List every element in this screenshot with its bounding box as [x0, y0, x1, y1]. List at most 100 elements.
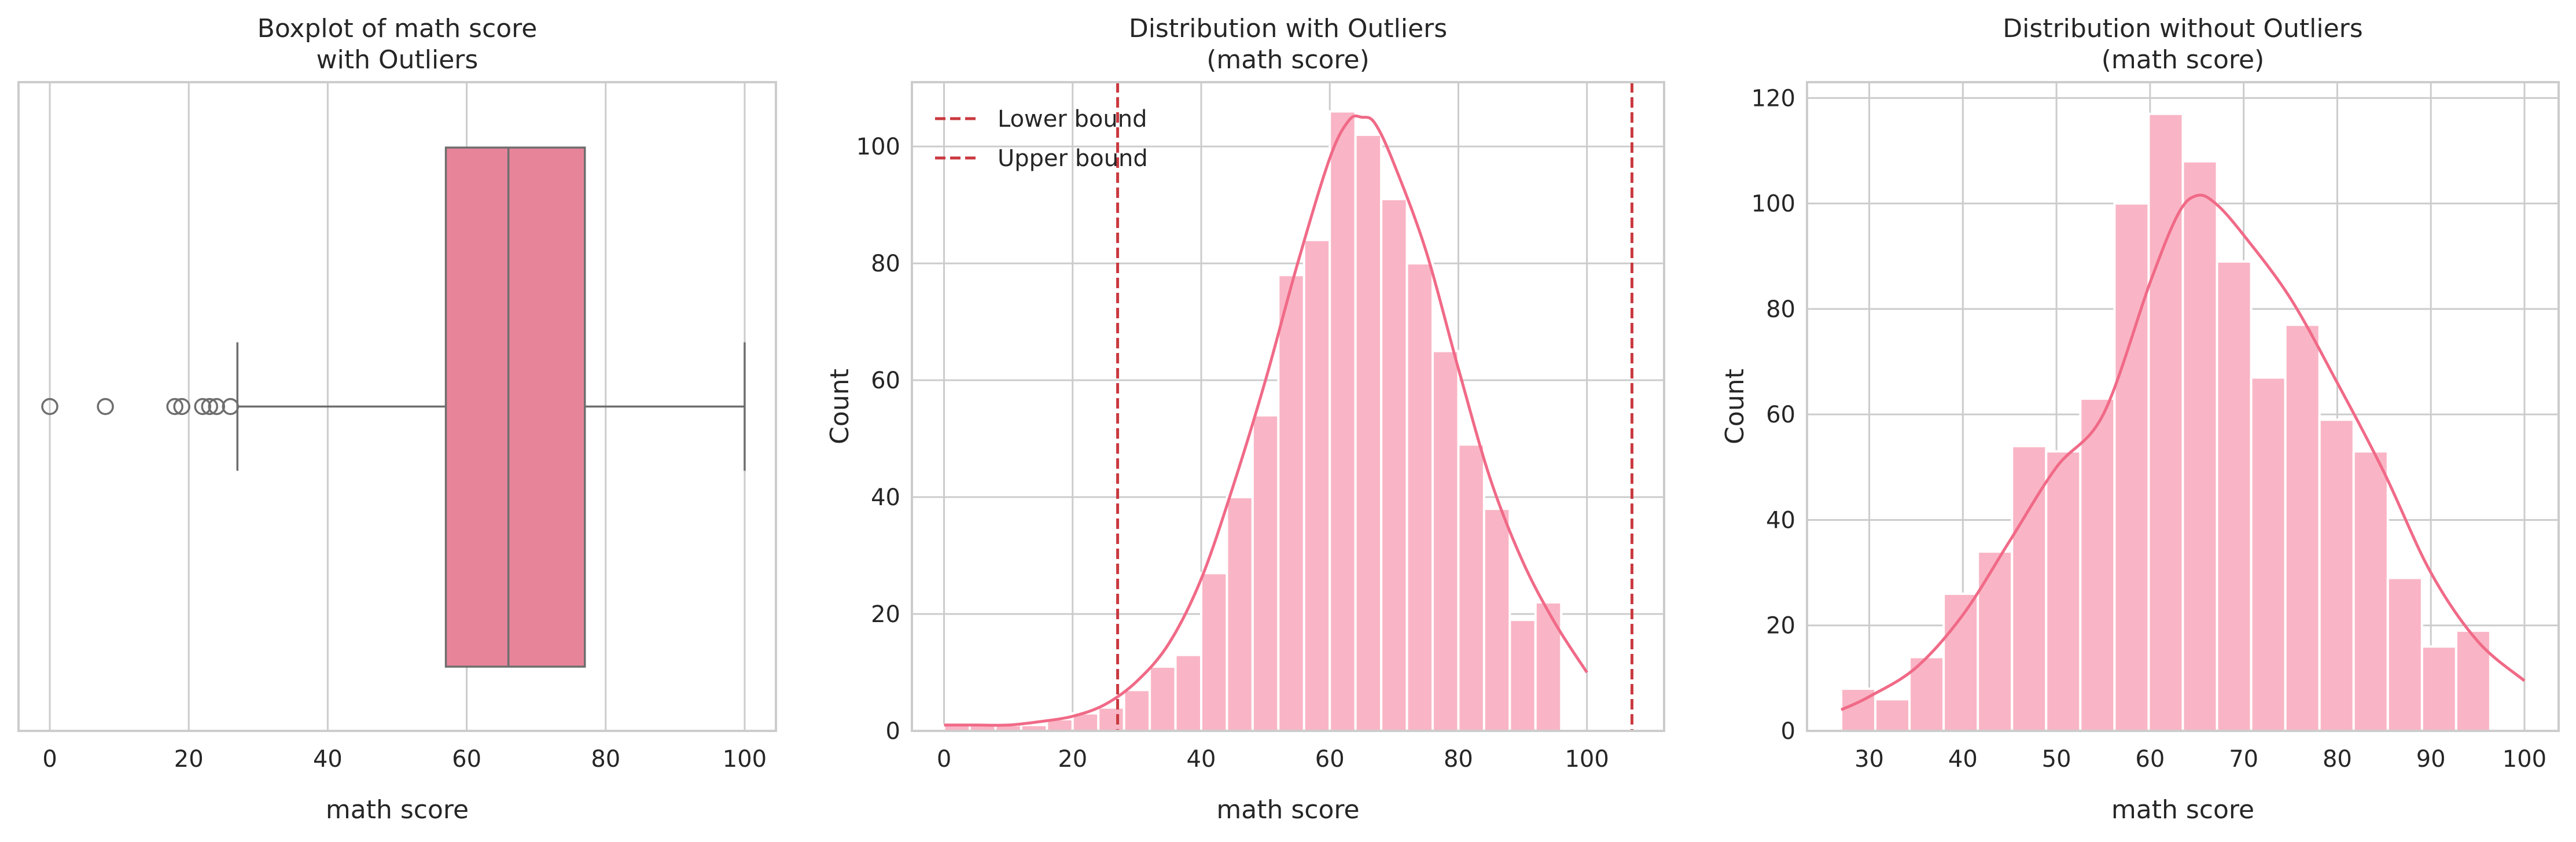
histogram-bar	[2386, 576, 2423, 732]
x-tick-label: 70	[2229, 746, 2258, 773]
histogram-bar	[2420, 645, 2457, 732]
histogram-bar	[1457, 443, 1485, 733]
y-tick-label: 100	[1751, 191, 1795, 218]
x-tick-label: 80	[2323, 746, 2352, 773]
x-tick-label: 80	[1444, 746, 1473, 773]
chart-title: Boxplot of math score with Outliers	[257, 14, 538, 75]
histogram-bar	[1097, 706, 1125, 733]
x-tick-label: 40	[1948, 746, 1978, 773]
histogram-bar	[1482, 508, 1511, 733]
chart-title-line: Distribution without Outliers	[2003, 14, 2362, 43]
x-tick-label: 40	[313, 746, 343, 773]
histogram-bar	[2079, 397, 2116, 732]
y-axis-label: Count	[1720, 369, 1750, 444]
outlier-point	[208, 398, 226, 416]
histogram-bar	[1508, 619, 1537, 732]
y-tick-label: 80	[1766, 296, 1795, 323]
outlier-point	[41, 398, 58, 416]
x-tick-label: 50	[2042, 746, 2071, 773]
x-tick-label: 60	[1315, 746, 1345, 773]
kde-curve	[944, 114, 1588, 727]
histogram-bar	[1534, 601, 1563, 732]
x-tick-label: 0	[937, 746, 951, 773]
x-tick-label: 20	[1058, 746, 1087, 773]
outlier-point	[97, 398, 114, 416]
kde-curve	[1840, 193, 2526, 711]
legend-label: Upper bound	[998, 145, 1148, 172]
y-tick-label: 60	[871, 367, 900, 394]
x-tick-label: 20	[174, 746, 204, 773]
chart-title-line: (math score)	[1206, 45, 1370, 75]
histogram-bar	[1380, 197, 1408, 732]
y-tick-label: 80	[871, 251, 900, 277]
histogram-bar	[2147, 112, 2184, 732]
histogram-bar	[1354, 133, 1383, 733]
histogram-bar	[1302, 238, 1331, 733]
histogram-bar	[1226, 496, 1254, 732]
histogram-bar	[1251, 414, 1280, 732]
chart-title-line: Boxplot of math score	[257, 14, 538, 43]
histogram-bar	[2318, 418, 2355, 732]
histogram-bar	[1277, 274, 1305, 732]
outlier-point	[222, 398, 240, 416]
x-tick-label: 30	[1854, 746, 1884, 773]
histogram-bar	[1431, 350, 1460, 732]
axes-frame	[1806, 81, 2560, 732]
chart-title: Distribution with Outliers (math score)	[1129, 14, 1447, 75]
x-tick-label: 100	[723, 746, 767, 773]
x-axis-label: math score	[2111, 795, 2254, 825]
histogram-bar	[1405, 262, 1434, 732]
histogram-bar	[1174, 653, 1202, 732]
x-tick-label: 80	[591, 746, 620, 773]
histogram-bar	[2250, 376, 2287, 732]
x-tick-label: 100	[2503, 746, 2546, 773]
chart-panel-1: 0 20 40 60 80 100 math score Boxplot of math sc…	[17, 14, 777, 825]
histogram-bar	[2352, 450, 2389, 732]
x-tick-label: 60	[2135, 746, 2165, 773]
y-tick-label: 40	[1766, 507, 1795, 534]
histogram-bar	[1977, 550, 2014, 732]
chart-title-line: with Outliers	[317, 45, 479, 75]
histogram-bar	[2454, 629, 2492, 732]
chart-title-line: Distribution with Outliers	[1129, 14, 1447, 43]
x-tick-label: 90	[2416, 746, 2446, 773]
y-tick-label: 60	[1766, 402, 1795, 428]
outlier-point	[166, 398, 183, 416]
chart-panel-3: 0 20 40 60 80 100 120 Count 30 40 50 60 70 80 90 100 mat…	[1720, 14, 2560, 825]
x-tick-label: 40	[1187, 746, 1216, 773]
histogram-bar	[2113, 202, 2150, 733]
chart-title: Distribution without Outliers (math score…	[2003, 14, 2362, 75]
y-tick-label: 20	[1766, 613, 1795, 639]
chart-panel-2: 0 20 40 60 80 100 Count Lower bound Upper bound 0…	[825, 14, 1665, 825]
y-tick-label: 120	[1751, 85, 1795, 112]
x-axis-label: math score	[1216, 795, 1359, 825]
histogram-bar	[2181, 160, 2218, 732]
y-tick-label: 100	[856, 134, 900, 160]
histogram-bar	[1329, 110, 1357, 733]
x-tick-label: 60	[452, 746, 481, 773]
chart-title-line: (math score)	[2102, 45, 2265, 75]
y-tick-label: 0	[1781, 718, 1795, 745]
histogram-bar	[1874, 698, 1911, 732]
y-tick-label: 0	[886, 718, 900, 745]
histogram-bar	[2216, 260, 2253, 732]
y-tick-label: 20	[871, 601, 900, 628]
x-tick-label: 0	[42, 746, 57, 773]
axes-frame	[911, 81, 1665, 732]
legend-label: Lower bound	[998, 106, 1147, 133]
histogram-bar	[2045, 450, 2082, 732]
histogram-bar	[1149, 665, 1177, 732]
x-tick-label: 100	[1565, 746, 1609, 773]
outlier-point	[194, 398, 211, 416]
histogram-bar	[1123, 689, 1151, 732]
outlier-point	[173, 398, 190, 416]
histogram-bar	[1200, 572, 1228, 733]
axes-frame	[17, 81, 777, 732]
outlier-point	[201, 398, 219, 416]
histogram-bar	[2284, 323, 2321, 732]
y-tick-label: 40	[871, 484, 900, 511]
box-iqr	[444, 146, 586, 668]
x-axis-label: math score	[326, 795, 469, 825]
histogram-bar	[1942, 593, 1979, 732]
